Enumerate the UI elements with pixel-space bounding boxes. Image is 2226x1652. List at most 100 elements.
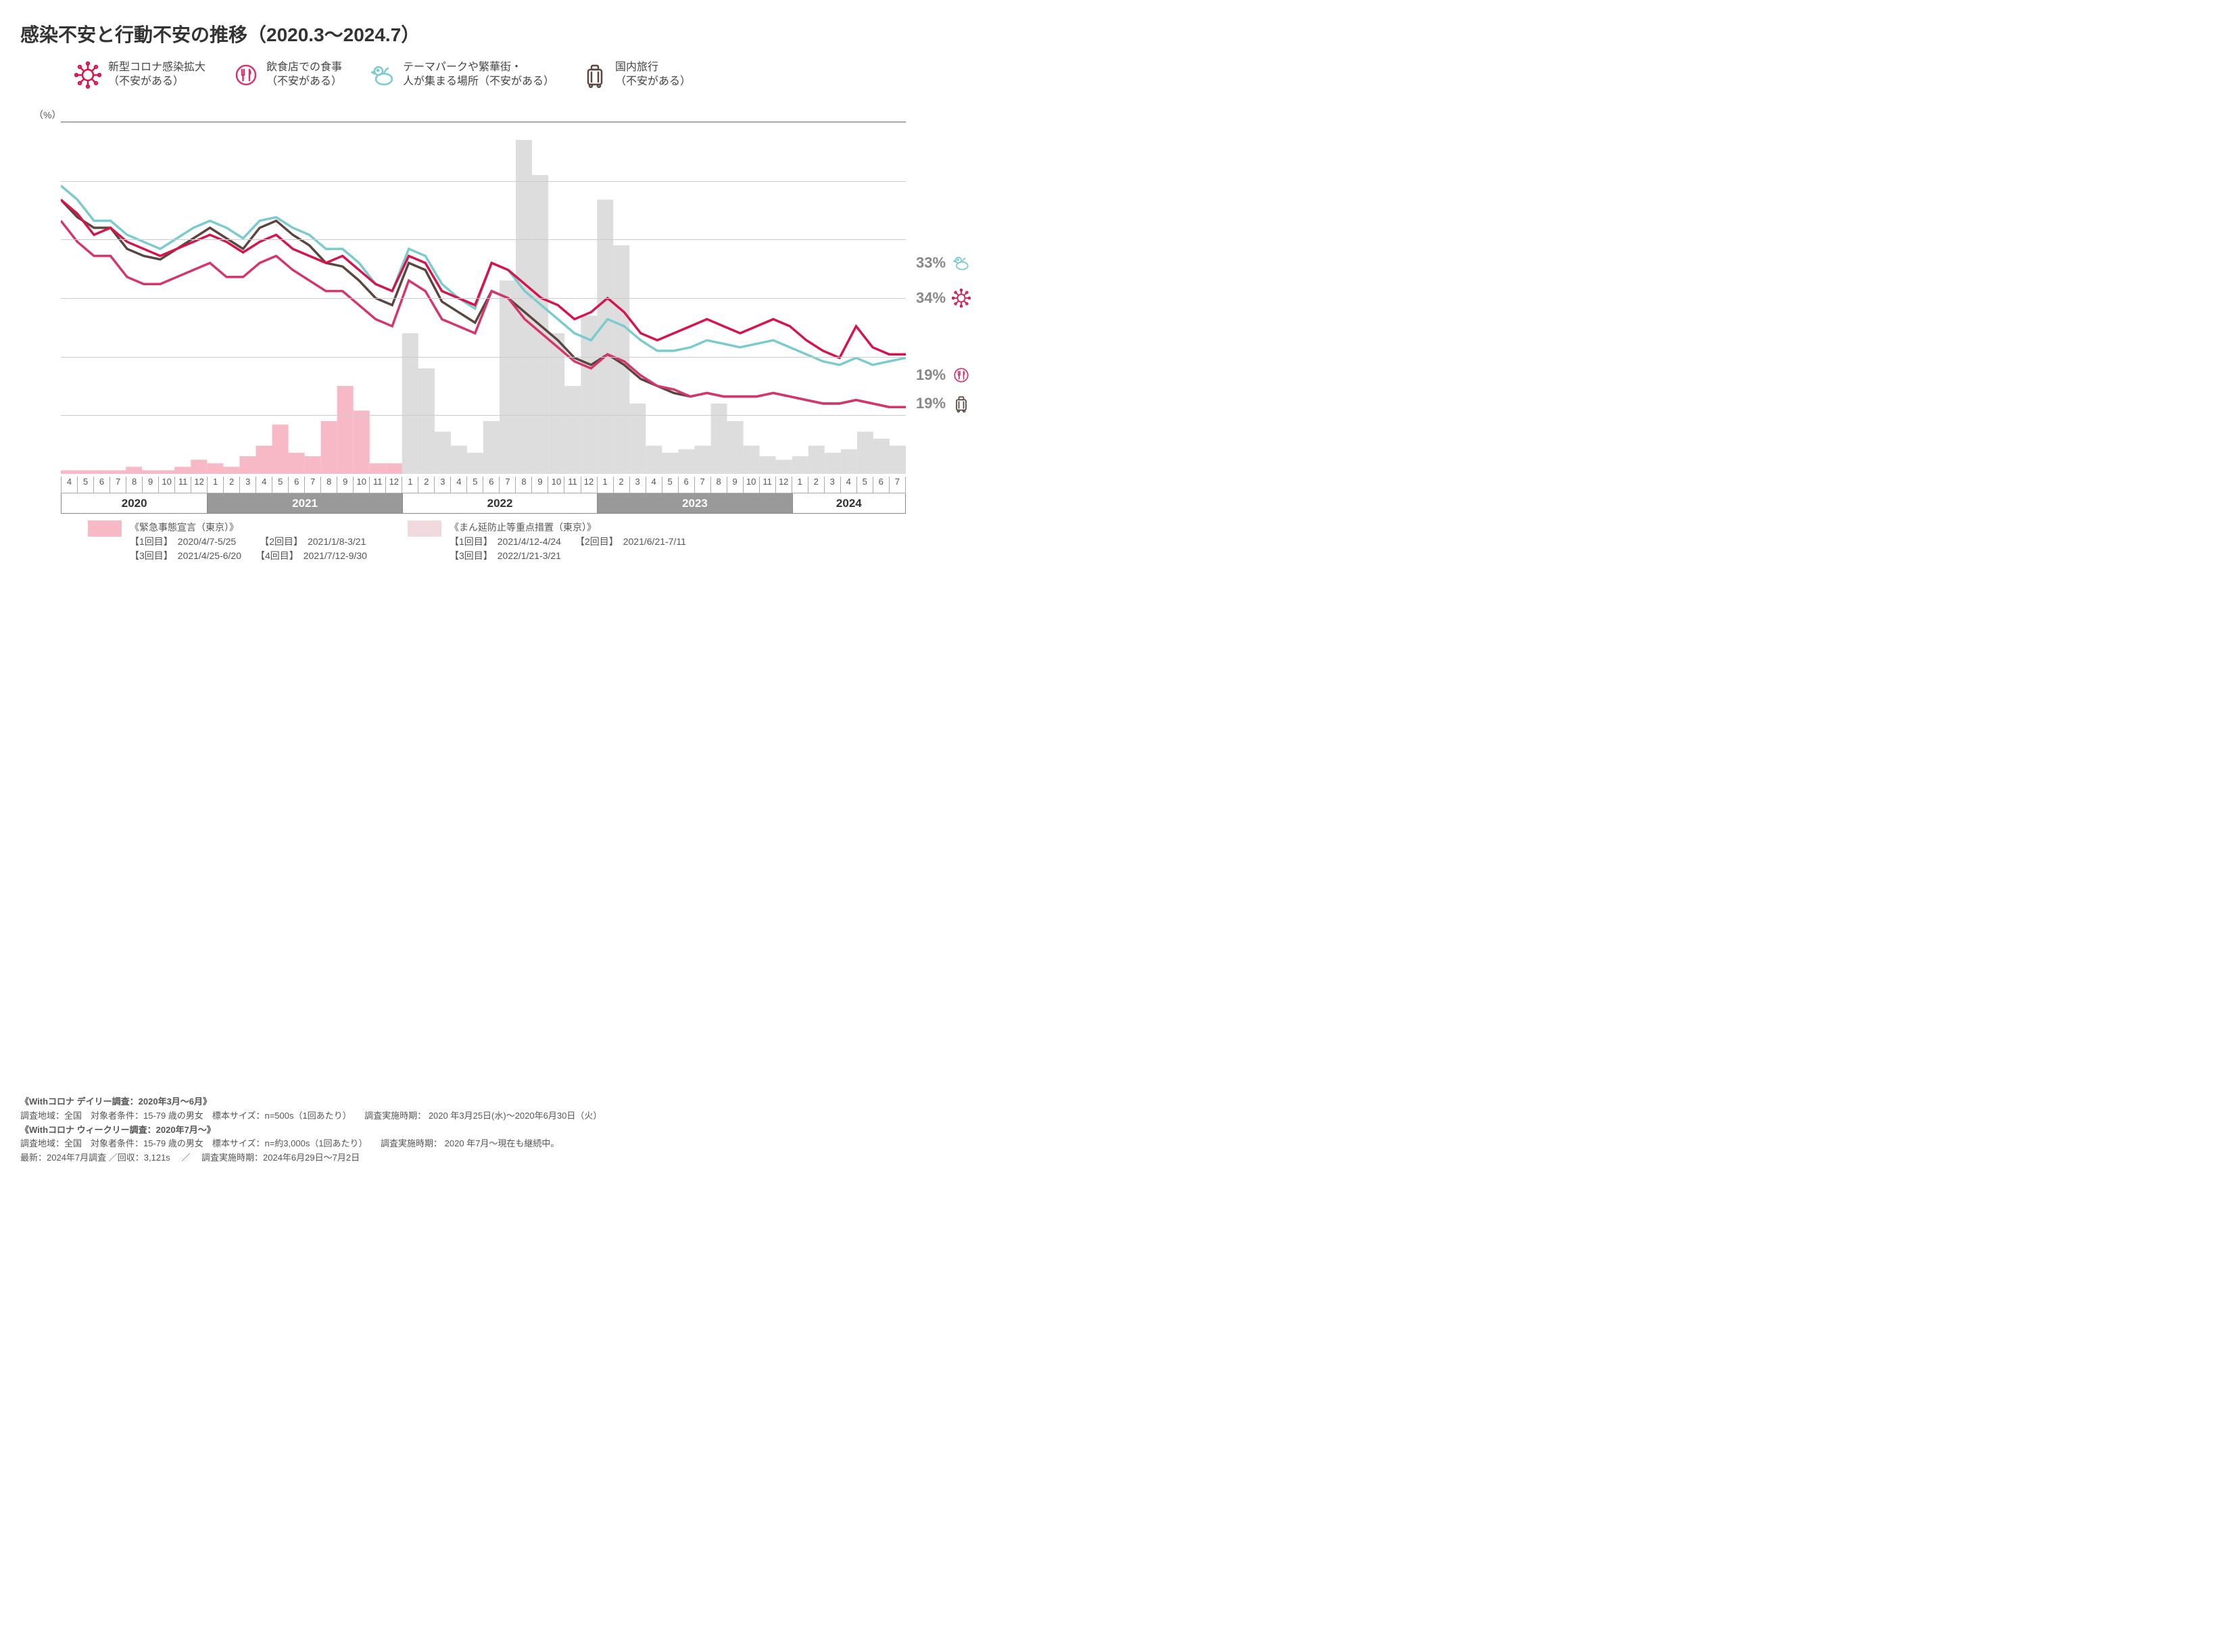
month-tick: 6 (678, 477, 694, 493)
legend-label: 飲食店での食事（不安がある） (266, 61, 342, 89)
footer-text: 《まん延防止等重点措置（東京）》【1回目】 2021/4/12-4/24 【2回… (450, 520, 686, 563)
month-tick: 11 (174, 477, 191, 493)
swatch (408, 520, 441, 537)
month-tick: 3 (824, 477, 840, 493)
month-tick: 12 (775, 477, 792, 493)
month-tick: 2 (223, 477, 239, 493)
month-tick: 3 (434, 477, 450, 493)
end-value: 19% (916, 395, 946, 412)
chart-container: （%） 新型コロナ感染拡大（不安がある） 飲食店での食事（不安がある） テーマパーク… (20, 61, 1007, 568)
month-tick: 6 (873, 477, 889, 493)
month-tick: 9 (727, 477, 743, 493)
note-line: 調査地域：全国 対象者条件：15-79 歳の男女 標本サイズ：n=500s（1回… (20, 1109, 1018, 1123)
month-tick: 9 (531, 477, 548, 493)
month-tick: 10 (743, 477, 759, 493)
footer-legend-right: 《まん延防止等重点措置（東京）》【1回目】 2021/4/12-4/24 【2回… (408, 520, 686, 563)
month-tick: 10 (548, 477, 564, 493)
month-tick: 4 (840, 477, 856, 493)
month-tick: 11 (759, 477, 775, 493)
month-tick: 2 (808, 477, 824, 493)
month-tick: 6 (288, 477, 304, 493)
year-tick: 2020 (61, 493, 207, 514)
legend-item-travel: 国内旅行（不安がある） (581, 61, 691, 89)
month-tick: 5 (856, 477, 873, 493)
month-tick: 1 (597, 477, 613, 493)
month-tick: 2 (418, 477, 434, 493)
luggage-icon (581, 62, 608, 89)
month-tick: 5 (77, 477, 93, 493)
end-value: 19% (916, 366, 946, 384)
note-line: 調査地域：全国 対象者条件：15-79 歳の男女 標本サイズ：n=約3,000s… (20, 1137, 1018, 1151)
end-label-crowd: 33% (916, 253, 971, 273)
end-label-dining: 19% (916, 365, 971, 385)
y-axis-unit: （%） (34, 108, 61, 122)
cases-bars-early (61, 386, 402, 474)
month-tick: 8 (126, 477, 142, 493)
duck-icon (369, 62, 396, 89)
month-tick: 7 (499, 477, 515, 493)
month-tick: 1 (402, 477, 418, 493)
month-tick: 5 (466, 477, 483, 493)
virus-icon (74, 62, 101, 89)
month-tick: 4 (256, 477, 272, 493)
year-tick: 2023 (597, 493, 792, 514)
end-value: 34% (916, 289, 946, 307)
cases-bars-late (402, 140, 906, 474)
end-value-labels: 33% 34% 19% 19% (913, 122, 1007, 473)
month-tick: 3 (629, 477, 646, 493)
month-tick: 4 (450, 477, 466, 493)
month-tick: 11 (564, 477, 580, 493)
month-tick: 10 (158, 477, 174, 493)
luggage-icon (951, 393, 971, 414)
legend: 新型コロナ感染拡大（不安がある） 飲食店での食事（不安がある） テーマパークや繁華街… (74, 61, 1007, 108)
month-tick: 6 (483, 477, 499, 493)
line-dining (61, 221, 906, 408)
legend-label: 国内旅行（不安がある） (615, 61, 691, 89)
year-tick: 2021 (207, 493, 402, 514)
survey-notes: 《Withコロナ デイリー調査：2020年3月〜6月》調査地域：全国 対象者条件… (20, 1095, 1018, 1165)
note-line: 最新：2024年7月調査 ／回収：3,121s ／ 調査実施時期：2024年6月… (20, 1151, 1018, 1165)
month-tick: 10 (353, 477, 369, 493)
virus-icon (951, 288, 971, 308)
legend-item-crowd: テーマパークや繁華街・人が集まる場所（不安がある） (369, 61, 554, 89)
chart-title: 感染不安と行動不安の推移（2020.3〜2024.7） (20, 20, 1018, 47)
month-tick: 12 (385, 477, 402, 493)
line-spread (61, 199, 906, 358)
note-line: 《Withコロナ ウィークリー調査：2020年7月〜》 (20, 1123, 1018, 1138)
month-tick: 1 (792, 477, 808, 493)
month-tick: 12 (581, 477, 597, 493)
year-tick: 2024 (792, 493, 906, 514)
month-tick: 7 (110, 477, 126, 493)
month-tick: 3 (239, 477, 256, 493)
x-axis-years: 20202021202220232024 (61, 493, 906, 514)
month-tick: 1 (207, 477, 223, 493)
legend-label: 新型コロナ感染拡大（不安がある） (108, 61, 205, 89)
month-tick: 7 (694, 477, 710, 493)
month-tick: 9 (337, 477, 353, 493)
legend-item-dining: 飲食店での食事（不安がある） (233, 61, 342, 89)
line-crowd (61, 186, 906, 365)
month-tick: 4 (61, 477, 77, 493)
month-tick: 8 (710, 477, 727, 493)
month-tick: 7 (889, 477, 906, 493)
month-tick: 12 (191, 477, 207, 493)
legend-label: テーマパークや繁華街・人が集まる場所（不安がある） (403, 61, 554, 89)
end-value: 33% (916, 254, 946, 272)
footer-legend-left: 《緊急事態宣言（東京）》【1回目】 2020/4/7-5/25 【2回目】 20… (88, 520, 367, 563)
note-line: 《Withコロナ デイリー調査：2020年3月〜6月》 (20, 1095, 1018, 1109)
month-tick: 2 (613, 477, 629, 493)
month-tick: 11 (369, 477, 385, 493)
footer-text: 《緊急事態宣言（東京）》【1回目】 2020/4/7-5/25 【2回目】 20… (130, 520, 367, 563)
legend-item-spread: 新型コロナ感染拡大（不安がある） (74, 61, 205, 89)
dining-icon (233, 62, 260, 89)
dining-icon (951, 365, 971, 385)
end-label-spread: 34% (916, 288, 971, 308)
month-tick: 8 (320, 477, 337, 493)
swatch (88, 520, 122, 537)
month-tick: 7 (304, 477, 320, 493)
month-tick: 5 (662, 477, 678, 493)
month-tick: 6 (93, 477, 110, 493)
x-axis-months: 4567891011121234567891011121234567891011… (61, 477, 906, 493)
year-tick: 2022 (402, 493, 597, 514)
month-tick: 5 (272, 477, 288, 493)
